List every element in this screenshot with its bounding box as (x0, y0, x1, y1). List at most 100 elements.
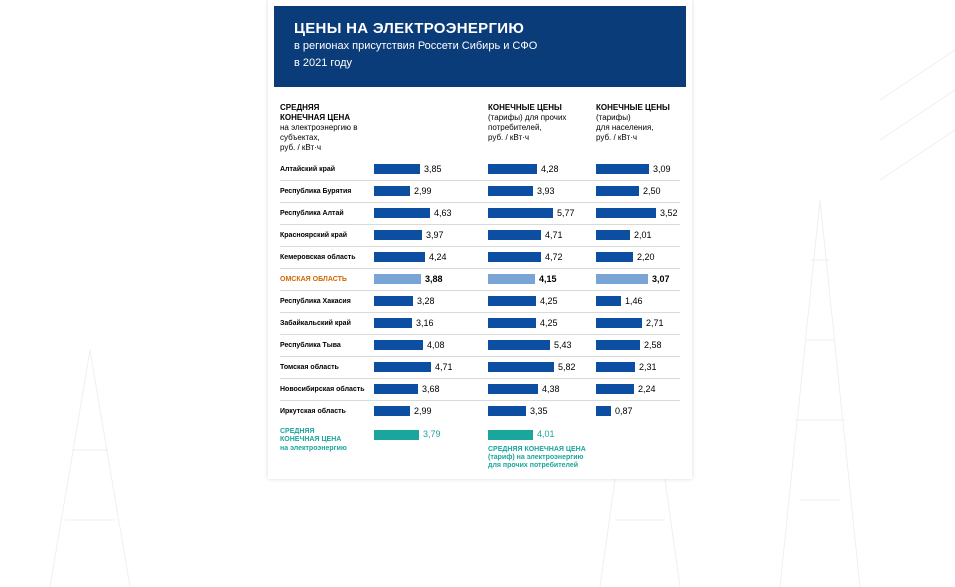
bar-cell: 3,93 (488, 186, 588, 196)
bar-cell: 2,58 (596, 340, 696, 350)
bar (596, 406, 611, 416)
table-row: ОМСКАЯ ОБЛАСТЬ3,884,153,07 (280, 269, 680, 291)
value-label: 4,71 (545, 230, 563, 240)
value-label: 3,68 (422, 384, 440, 394)
bar-cell: 3,09 (596, 164, 696, 174)
bar-cell: 2,01 (596, 230, 696, 240)
bar (488, 230, 541, 240)
region-label: Кемеровская область (280, 254, 366, 261)
bar-cell: 3,97 (374, 230, 480, 240)
bar-cell: 4,24 (374, 252, 480, 262)
value-label: 3,88 (425, 274, 443, 284)
region-label: Забайкальский край (280, 320, 366, 327)
col-head-a: СРЕДНЯЯ КОНЕЧНАЯ ЦЕНА на электроэнергию … (280, 103, 366, 153)
value-label: 3,35 (530, 406, 548, 416)
bar-cell: 5,82 (488, 362, 588, 372)
bar (596, 340, 640, 350)
header-subtitle-2: в 2021 году (294, 56, 666, 71)
value-label: 3,85 (424, 164, 442, 174)
table-row: Республика Бурятия2,993,932,50 (280, 181, 680, 203)
value-label: 2,58 (644, 340, 662, 350)
col-head-b: КОНЕЧНЫЕ ЦЕНЫ (тарифы) для прочих потреб… (488, 103, 588, 153)
bar (374, 384, 418, 394)
value-label: 4,28 (541, 164, 559, 174)
bar (374, 296, 413, 306)
data-rows: Алтайский край3,854,283,09Республика Бур… (268, 159, 692, 426)
bar-cell: 2,99 (374, 186, 480, 196)
value-label: 4,72 (545, 252, 563, 262)
table-row: Иркутская область 2,99 3,35 0,87 (280, 401, 680, 422)
bar (488, 252, 541, 262)
region-label: Республика Хакасия (280, 298, 366, 305)
value-label: 3,09 (653, 164, 671, 174)
bar (488, 318, 536, 328)
value-label: 2,99 (414, 186, 432, 196)
bar (374, 318, 412, 328)
table-row: Забайкальский край3,164,252,71 (280, 313, 680, 335)
footer-bar-b (488, 430, 533, 440)
bar-cell: 1,46 (596, 296, 696, 306)
table-row: Новосибирская область 3,68 4,38 2,24 (280, 379, 680, 401)
footer-val-b: 4,01 (537, 429, 555, 440)
header-subtitle-1: в регионах присутствия Россети Сибирь и … (294, 39, 666, 54)
footer-block: СРЕДНЯЯ КОНЕЧНАЯ ЦЕНА на электроэнергию … (268, 426, 692, 479)
bar-cell: 3,28 (374, 296, 480, 306)
value-label: 0,87 (615, 406, 633, 416)
bar-cell: 4,25 (488, 318, 588, 328)
header-block: ЦЕНЫ НА ЭЛЕКТРОЭНЕРГИЮ в регионах присут… (274, 6, 686, 87)
footer-bar-a (374, 430, 419, 440)
bar (374, 340, 423, 350)
footer-val-a: 3,79 (423, 429, 441, 440)
region-label: Республика Тыва (280, 342, 366, 349)
table-row: Республика Хакасия 3,28 4,25 1,46 (280, 291, 680, 313)
value-label: 4,08 (427, 340, 445, 350)
bar-cell: 2,20 (596, 252, 696, 262)
bar (488, 208, 553, 218)
bar-cell: 3,85 (374, 164, 480, 174)
region-label: Иркутская область (280, 408, 366, 415)
value-label: 4,24 (429, 252, 447, 262)
footer-label: СРЕДНЯЯ КОНЕЧНАЯ ЦЕНА на электроэнергию (280, 428, 366, 471)
infographic-card: ЦЕНЫ НА ЭЛЕКТРОЭНЕРГИЮ в регионах присут… (268, 0, 692, 479)
bar (596, 186, 639, 196)
bar-cell: 4,63 (374, 208, 480, 218)
bar-cell: 4,72 (488, 252, 588, 262)
table-row: Республика Алтай4,635,773,52 (280, 203, 680, 225)
header-title: ЦЕНЫ НА ЭЛЕКТРОЭНЕРГИЮ (294, 20, 666, 37)
bar-cell: 5,43 (488, 340, 588, 350)
footer-avg-a: 3,79 (374, 428, 480, 471)
bar (488, 186, 533, 196)
bar-cell: 2,24 (596, 384, 696, 394)
column-headers: СРЕДНЯЯ КОНЕЧНАЯ ЦЕНА на электроэнергию … (268, 87, 692, 159)
bar (374, 208, 430, 218)
bar (374, 362, 431, 372)
value-label: 2,01 (634, 230, 652, 240)
value-label: 3,07 (652, 274, 670, 284)
bar (488, 384, 538, 394)
region-label: Республика Алтай (280, 210, 366, 217)
table-row: Кемеровская область 4,24 4,72 2,20 (280, 247, 680, 269)
bar-cell: 3,68 (374, 384, 480, 394)
bar (488, 274, 535, 284)
value-label: 4,25 (540, 318, 558, 328)
value-label: 5,43 (554, 340, 572, 350)
bar-cell: 4,08 (374, 340, 480, 350)
table-row: Томская область4,715,822,31 (280, 357, 680, 379)
value-label: 2,20 (637, 252, 655, 262)
bar-cell: 4,71 (374, 362, 480, 372)
value-label: 1,46 (625, 296, 643, 306)
bar (488, 340, 550, 350)
bar-cell: 3,16 (374, 318, 480, 328)
bar-cell: 5,77 (488, 208, 588, 218)
table-row: Алтайский край3,854,283,09 (280, 159, 680, 181)
bar (596, 252, 633, 262)
value-label: 5,77 (557, 208, 575, 218)
region-label: Новосибирская область (280, 386, 366, 393)
bar-cell: 2,99 (374, 406, 480, 416)
bar (596, 230, 630, 240)
value-label: 4,38 (542, 384, 560, 394)
bar (596, 384, 634, 394)
bar-cell: 4,25 (488, 296, 588, 306)
bar (596, 318, 642, 328)
value-label: 2,24 (638, 384, 656, 394)
